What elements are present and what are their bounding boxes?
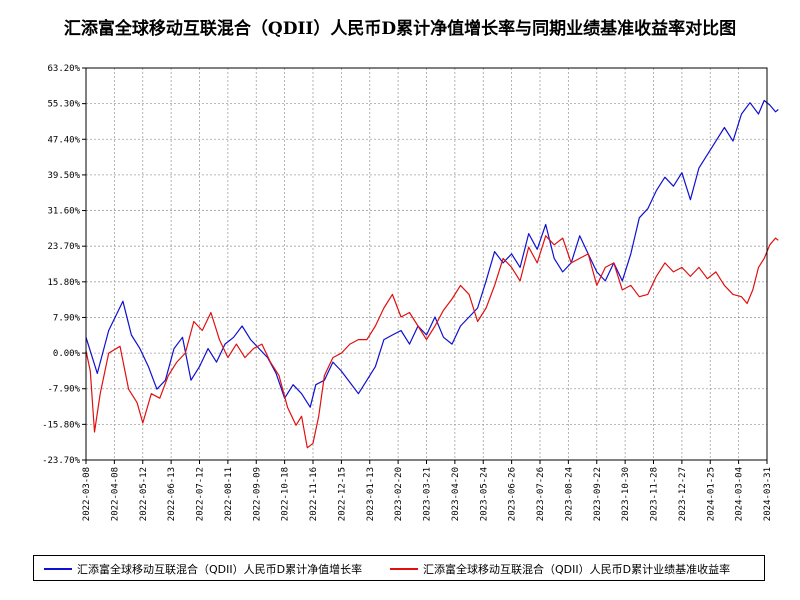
x-tick-label: 2022-04-08 xyxy=(110,467,120,521)
x-tick-label: 2023-08-24 xyxy=(564,467,574,521)
x-tick-label: 2023-10-30 xyxy=(621,467,631,521)
y-tick-label: 47.40% xyxy=(47,135,80,145)
x-tick-label: 2022-05-12 xyxy=(139,467,149,521)
legend: 汇添富全球移动互联混合（QDII）人民币D累计净值增长率 汇添富全球移动互联混合… xyxy=(33,555,765,581)
y-tick-label: 7.90% xyxy=(53,313,81,323)
gridlines xyxy=(85,67,768,461)
x-tick-label: 2023-01-13 xyxy=(366,467,376,521)
x-axis-ticks: 2022-03-08 2022-04-08 2022-05-12 2022-06-13… xyxy=(82,460,773,521)
x-tick-label: 2023-07-26 xyxy=(536,467,546,521)
legend-item-fund: 汇添富全球移动互联混合（QDII）人民币D累计净值增长率 xyxy=(44,561,362,577)
x-tick-label: 2023-12-27 xyxy=(678,467,688,521)
y-tick-label: 39.50% xyxy=(47,171,80,181)
legend-swatch-benchmark xyxy=(390,568,418,570)
x-tick-label: 2023-09-22 xyxy=(593,467,603,521)
series-line-benchmark xyxy=(85,235,779,449)
y-tick-label: 15.80% xyxy=(47,278,80,288)
x-tick-label: 2022-10-18 xyxy=(281,467,291,521)
x-tick-label: 2022-08-11 xyxy=(224,467,234,521)
y-tick-label: 0.00% xyxy=(53,349,81,359)
x-tick-label: 2023-06-26 xyxy=(508,467,518,521)
legend-item-benchmark: 汇添富全球移动互联混合（QDII）人民币D累计业绩基准收益率 xyxy=(390,561,730,577)
x-tick-label: 2023-02-20 xyxy=(394,467,404,521)
x-tick-label: 2024-03-04 xyxy=(735,467,745,521)
x-tick-label: 2022-11-16 xyxy=(309,467,319,521)
x-tick-label: 2022-06-13 xyxy=(167,467,177,521)
y-tick-label: 31.60% xyxy=(47,207,80,217)
y-tick-label: -7.90% xyxy=(47,385,80,395)
series-lines xyxy=(85,99,779,449)
legend-label-fund: 汇添富全球移动互联混合（QDII）人民币D累计净值增长率 xyxy=(77,563,363,576)
y-tick-label: -15.80% xyxy=(42,420,81,430)
y-tick-label: 55.30% xyxy=(47,100,80,110)
y-axis-ticks: 63.20% 55.30% 47.40% 39.50% 31.60% 23.70% 15.8… xyxy=(42,64,86,466)
x-tick-label: 2023-03-21 xyxy=(423,467,433,521)
x-tick-label: 2023-05-24 xyxy=(479,467,489,521)
x-tick-label: 2022-12-15 xyxy=(337,467,347,521)
x-tick-label: 2023-11-28 xyxy=(650,467,660,521)
y-tick-label: 23.70% xyxy=(47,242,80,252)
y-tick-label: -23.70% xyxy=(42,456,81,466)
legend-swatch-fund xyxy=(44,568,72,570)
legend-label-benchmark: 汇添富全球移动互联混合（QDII）人民币D累计业绩基准收益率 xyxy=(423,563,731,576)
series-line-fund xyxy=(85,99,779,408)
x-tick-label: 2022-09-09 xyxy=(252,467,262,521)
x-tick-label: 2023-04-20 xyxy=(451,467,461,521)
y-tick-label: 63.20% xyxy=(47,64,80,74)
x-tick-label: 2024-03-31 xyxy=(763,467,773,521)
x-tick-label: 2022-07-12 xyxy=(196,467,206,521)
chart-title: 汇添富全球移动互联混合（QDII）人民币D累计净值增长率与同期业绩基准收益率对比… xyxy=(63,19,737,39)
x-tick-label: 2024-01-25 xyxy=(706,467,716,521)
x-tick-label: 2022-03-08 xyxy=(82,467,92,521)
